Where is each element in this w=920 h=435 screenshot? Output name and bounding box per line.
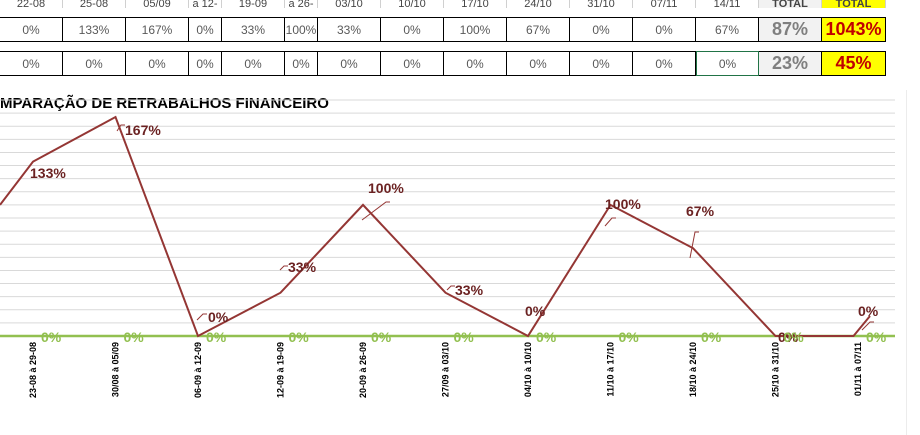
header_row-cell-8[interactable]: 17/10 — [444, 0, 507, 8]
row1-cell-11[interactable]: 0% — [633, 17, 696, 42]
row1-cell-12[interactable]: 67% — [696, 17, 759, 42]
leader-line — [689, 231, 699, 259]
row2-cell-12[interactable]: 0% — [696, 51, 759, 76]
data-label: 100% — [605, 196, 641, 212]
zero-label: 0% — [619, 329, 640, 345]
leader-line — [861, 321, 874, 331]
data-label: 0% — [208, 309, 229, 325]
data-row-1: 0% 133% 167% 0% 33% 100% 33% 0% 100% 67% 0% 0% 67% 87… — [0, 17, 886, 42]
x-tick-label: 04/10 à 10/10 — [523, 342, 533, 397]
header-row: 22-08 25-08 05/09 a 12- 19-09 a 26- 03/10 10/10… — [0, 0, 886, 8]
header_row-cell-2[interactable]: 05/09 — [126, 0, 189, 8]
row1-cell-14[interactable]: 1043% — [822, 17, 886, 42]
x-tick-label: 18/10 à 24/10 — [688, 342, 698, 397]
spreadsheet-area: 22-08 25-08 05/09 a 12- 19-09 a 26- 03/10 10/10… — [0, 0, 920, 90]
x-tick-label: 20-09 à 26-09 — [358, 342, 368, 398]
row1-cell-7[interactable]: 0% — [381, 17, 444, 42]
row1-cell-4[interactable]: 33% — [222, 17, 285, 42]
row1-cell-3[interactable]: 0% — [189, 17, 222, 42]
row1-cell-9[interactable]: 67% — [507, 17, 570, 42]
x-tick-label: 12-09 à 19-09 — [276, 342, 286, 398]
header_row-cell-9[interactable]: 24/10 — [507, 0, 570, 8]
data-label: 0% — [858, 303, 879, 319]
header_row-cell-7[interactable]: 10/10 — [381, 0, 444, 8]
row1-cell-2[interactable]: 167% — [126, 17, 189, 42]
header_row-cell-4[interactable]: 19-09 — [222, 0, 285, 8]
x-tick-label: 30/08 à 05/09 — [111, 342, 121, 397]
zero-label: 0% — [289, 329, 310, 345]
zero-label: 0% — [784, 329, 805, 345]
x-tick-label: 06-09 à 12-09 — [193, 342, 203, 398]
header_row-cell-0[interactable]: 22-08 — [0, 0, 63, 8]
header_row-cell-12[interactable]: 14/11 — [696, 0, 759, 8]
zero-label: 0% — [371, 329, 392, 345]
data-label: 67% — [686, 203, 715, 219]
data-label: 33% — [455, 282, 484, 298]
data-row-2: 0% 0% 0% 0% 0% 0% 0% 0% 0% 0% 0% 0% 0% 23% 45% — [0, 51, 886, 76]
zero-label: 0% — [454, 329, 475, 345]
header_row-cell-1[interactable]: 25-08 — [63, 0, 126, 8]
header_row-cell-5[interactable]: a 26- — [285, 0, 318, 8]
data-label: 0% — [525, 303, 546, 319]
row1-cell-6[interactable]: 33% — [318, 17, 381, 42]
row2-cell-14[interactable]: 45% — [822, 51, 886, 76]
row1-cell-5[interactable]: 100% — [285, 17, 318, 42]
row2-cell-0[interactable]: 0% — [0, 51, 63, 76]
row2-cell-8[interactable]: 0% — [444, 51, 507, 76]
row1-cell-0[interactable]: 0% — [0, 17, 63, 42]
row1-cell-8[interactable]: 100% — [444, 17, 507, 42]
row2-cell-9[interactable]: 0% — [507, 51, 570, 76]
row2-cell-4[interactable]: 0% — [222, 51, 285, 76]
header_row-cell-10[interactable]: 31/10 — [570, 0, 633, 8]
row1-cell-1[interactable]: 133% — [63, 17, 126, 42]
zero-label: 0% — [701, 329, 722, 345]
zero-label: 0% — [206, 329, 227, 345]
data-label: 167% — [125, 122, 161, 138]
header_row-cell-6[interactable]: 03/10 — [318, 0, 381, 8]
x-tick-label: 27/09 à 03/10 — [441, 342, 451, 397]
row2-cell-5[interactable]: 0% — [285, 51, 318, 76]
x-tick-label: 23-08 à 29-08 — [28, 342, 38, 398]
x-tick-label: 25/10 à 31/10 — [771, 342, 781, 397]
line-chart[interactable]: 133%167%0%33%100%33%0%100% 67%0%0%0% 0% 0% 0… — [0, 90, 907, 435]
row2-cell-2[interactable]: 0% — [126, 51, 189, 76]
chart-title: MPARAÇÃO DE RETRABALHOS FINANCEIRO — [0, 95, 329, 112]
row2-cell-7[interactable]: 0% — [381, 51, 444, 76]
leader-line — [446, 285, 455, 291]
row2-cell-6[interactable]: 0% — [318, 51, 381, 76]
row2-cell-3[interactable]: 0% — [189, 51, 222, 76]
x-tick-label: 01/11 à 07/11 — [853, 342, 863, 396]
row2-cell-10[interactable]: 0% — [570, 51, 633, 76]
header_row-cell-14[interactable]: TOTAL — [822, 0, 886, 8]
leader-line — [196, 313, 207, 321]
header_row-cell-3[interactable]: a 12- — [189, 0, 222, 8]
leader-line — [361, 201, 390, 221]
data-label: 33% — [288, 259, 317, 275]
leader-line — [279, 265, 288, 271]
data-label: 133% — [30, 165, 66, 181]
row2-cell-1[interactable]: 0% — [63, 51, 126, 76]
zero-label: 0% — [866, 329, 887, 345]
row2-cell-11[interactable]: 0% — [633, 51, 696, 76]
row2-cell-13[interactable]: 23% — [759, 51, 822, 76]
zero-label: 0% — [124, 329, 145, 345]
zero-label: 0% — [41, 329, 62, 345]
row1-cell-13[interactable]: 87% — [759, 17, 822, 42]
series-1-line — [0, 115, 871, 338]
leader-line — [604, 217, 616, 227]
header_row-cell-11[interactable]: 07/11 — [633, 0, 696, 8]
data-label: 100% — [368, 180, 404, 196]
leader-line — [116, 124, 125, 132]
header_row-cell-13[interactable]: TOTAL — [759, 0, 822, 8]
row1-cell-10[interactable]: 0% — [570, 17, 633, 42]
zero-label: 0% — [536, 329, 557, 345]
data-label: 0% — [778, 329, 799, 345]
x-tick-label: 11/10 à 17/10 — [606, 342, 616, 397]
